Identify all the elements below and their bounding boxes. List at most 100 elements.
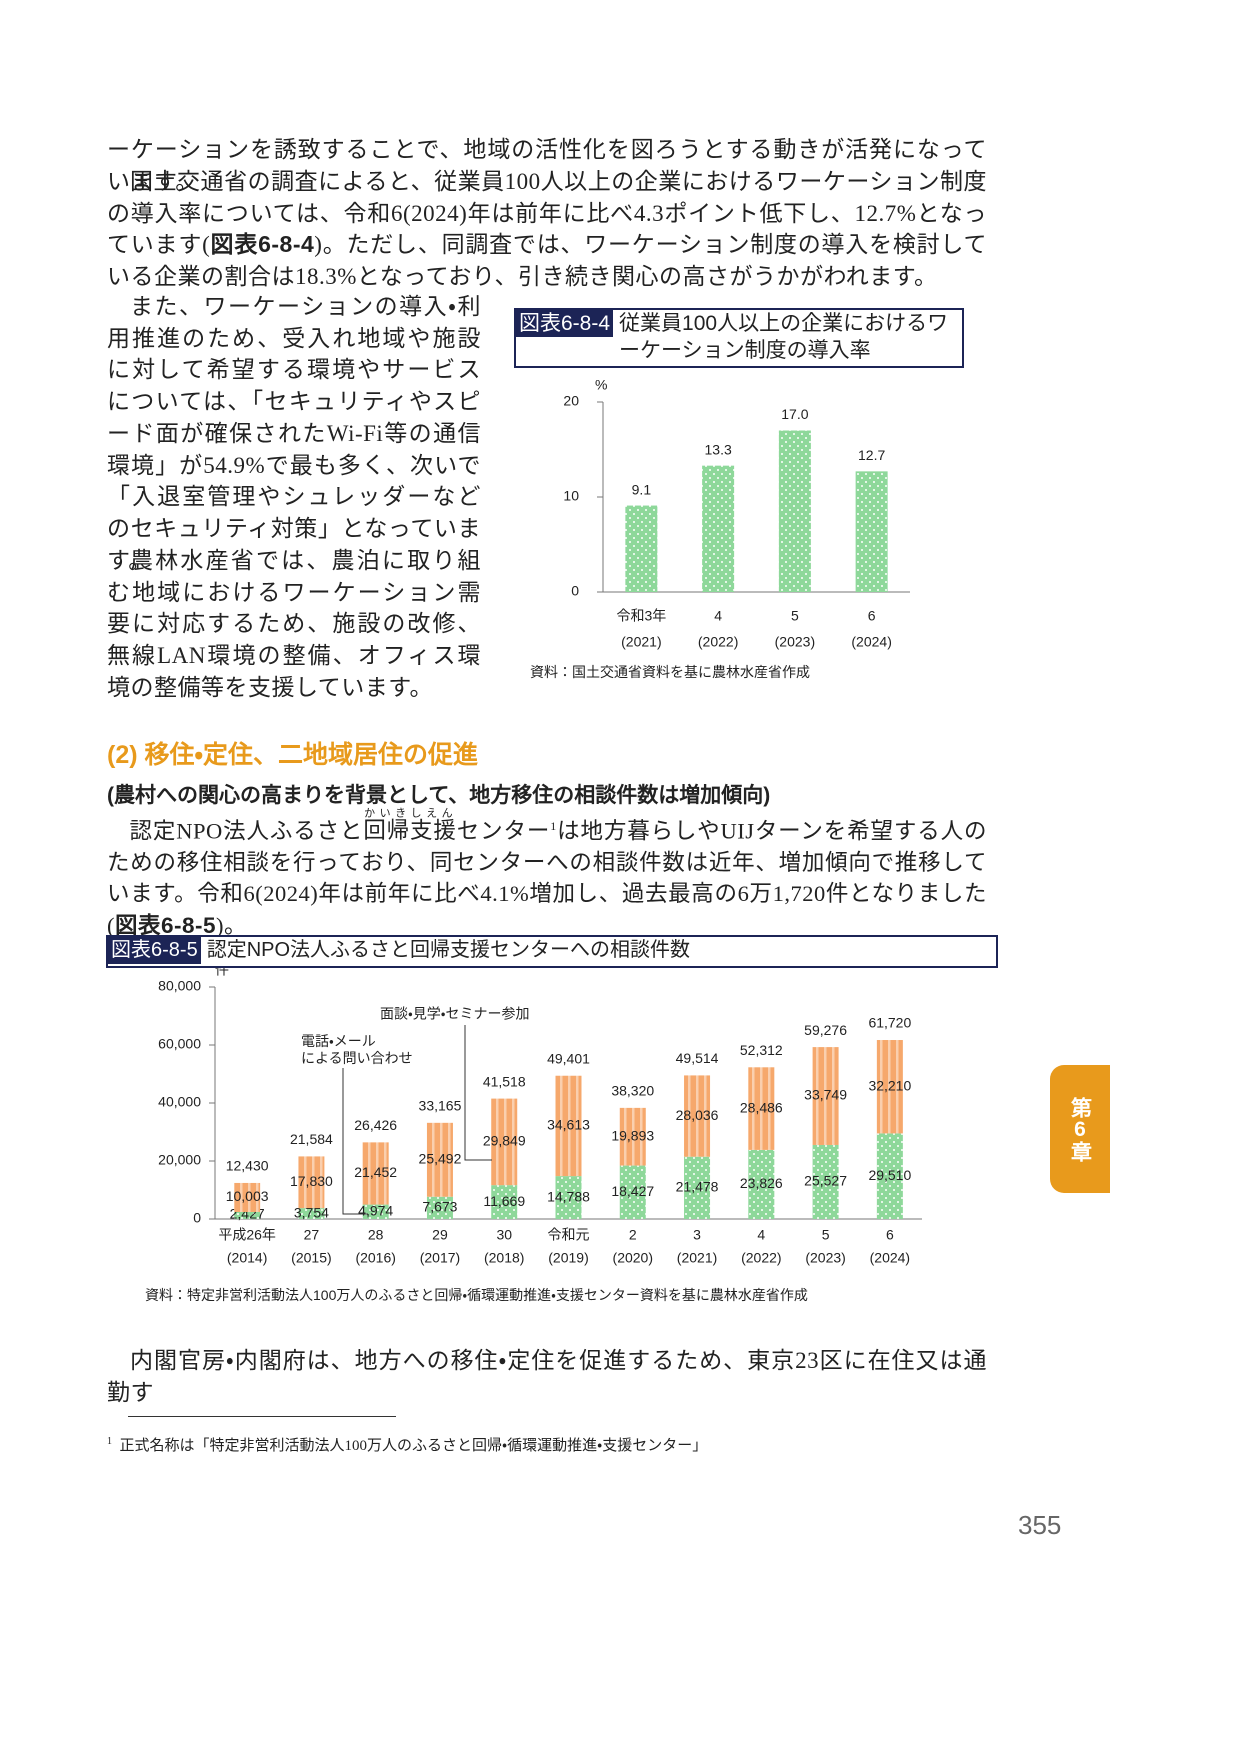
x-tick-label: 29	[432, 1227, 448, 1243]
value-label: 4,974	[358, 1202, 393, 1218]
x-tick-label: 6	[868, 608, 876, 624]
figure-ref: 図表6-8-4	[210, 231, 315, 258]
y-tick-label: 0	[571, 583, 579, 599]
y-tick-label: 20	[563, 393, 579, 409]
x-tick-sublabel: (2021)	[677, 1250, 717, 1266]
x-tick-sublabel: (2024)	[870, 1250, 910, 1266]
value-label: 9.1	[632, 481, 652, 497]
bar-segment	[491, 1185, 518, 1219]
value-label: 28,486	[740, 1099, 783, 1115]
paragraph: また、ワーケーションの導入・利用推進のため、受入れ地域や施設に対して希望する環境…	[107, 294, 481, 573]
bar-segment	[491, 1098, 518, 1186]
value-label: 13.3	[705, 441, 732, 457]
y-tick-label: 10	[563, 488, 579, 504]
bar-segment	[426, 1196, 453, 1219]
y-tick-label: 0	[193, 1210, 201, 1226]
chart-title-box: 図表6-8-4 従業員100人以上の企業におけるワーケーション制度の導入率	[514, 308, 964, 368]
bar-segment	[555, 1176, 582, 1219]
paragraph: 農林水産省では、農泊に取り組む地域におけるワーケーション需要に対応するため、施設…	[107, 548, 481, 700]
y-tick-label: 80,000	[158, 978, 201, 994]
value-label: 21,452	[354, 1164, 397, 1180]
ruby-text: かいきしえん	[363, 807, 457, 819]
bar-segment	[684, 1075, 711, 1157]
total-label: 59,276	[804, 1022, 847, 1038]
value-label: 19,893	[611, 1127, 654, 1143]
bar-segment	[684, 1156, 711, 1219]
text: 回帰支援	[363, 818, 457, 843]
chart-title-box: 図表6-8-5 認定NPO法人ふるさと回帰支援センターへの相談件数	[106, 935, 998, 968]
bar-segment	[234, 1182, 261, 1212]
text: センター	[456, 818, 551, 843]
bar	[855, 471, 888, 592]
text: 認定NPO法人ふるさと	[129, 818, 364, 843]
value-label: 11,669	[483, 1193, 525, 1209]
x-tick-label: 4	[714, 608, 722, 624]
chart-title: 認定NPO法人ふるさと回帰支援センターへの相談件数	[206, 939, 691, 961]
x-tick-label: 3	[693, 1227, 701, 1243]
x-tick-sublabel: (2022)	[741, 1250, 781, 1266]
x-tick-label: 4	[757, 1227, 765, 1243]
value-label: 25,527	[804, 1173, 847, 1189]
x-tick-sublabel: (2023)	[775, 634, 815, 650]
bar-segment	[748, 1149, 775, 1219]
series-callout: 電話・メールによる問い合わせ	[301, 1033, 413, 1066]
bar	[702, 465, 735, 592]
y-unit: %	[595, 377, 607, 393]
x-tick-label: 5	[791, 608, 799, 624]
figure-ref: 図表6-8-5	[115, 913, 217, 939]
bar-segment	[362, 1142, 389, 1205]
callout-leader	[342, 1068, 368, 1215]
footnote-rule	[128, 1416, 396, 1417]
bar-segment	[298, 1156, 325, 1209]
text: 国土交通省の調査によると、従業員100人以上の企業におけるワーケーション制度の導…	[107, 169, 987, 258]
bar-segment	[555, 1075, 582, 1177]
x-tick-label: 6	[886, 1227, 894, 1243]
series-callout: 面談・見学・セミナー参加	[380, 1006, 530, 1022]
value-label: 3,754	[294, 1204, 329, 1220]
value-label: 34,613	[547, 1117, 590, 1133]
value-label: 29,849	[483, 1133, 526, 1149]
x-tick-sublabel: (2022)	[698, 634, 738, 650]
x-tick-label: 27	[304, 1227, 320, 1243]
bar-segment	[234, 1211, 261, 1219]
callout-line: 電話・メール	[301, 1033, 376, 1049]
side-tab-text: 第6章	[1068, 1096, 1092, 1162]
source: 資料：特定非営利活動法人100万人のふるさと回帰・循環運動推進・支援センター資料…	[145, 1287, 808, 1303]
bar-segment	[619, 1165, 646, 1219]
x-tick-sublabel: (2021)	[621, 634, 661, 650]
footnote-text: 正式名称は「特定非営利活動法人100万人のふるさと回帰・循環運動推進・支援センタ…	[119, 1438, 708, 1454]
value-label: 21,478	[676, 1179, 719, 1195]
paragraph: 内閣官房・内閣府は、地方への移住・定住を促進するため、東京23区に在住又は通勤す	[107, 1348, 987, 1405]
paragraph: 国土交通省の調査によると、従業員100人以上の企業におけるワーケーション制度の導…	[107, 166, 987, 293]
value-label: 32,210	[868, 1077, 911, 1093]
subheading: (農村への関心の高まりを背景として、地方移住の相談件数は増加傾向)	[107, 784, 771, 807]
bar-segment	[876, 1133, 903, 1219]
source: 資料：国土交通省資料を基に農林水産省作成	[530, 664, 810, 680]
value-label: 33,749	[804, 1087, 847, 1103]
value-label: 29,510	[868, 1167, 911, 1183]
value-label: 7,673	[422, 1199, 457, 1215]
text: )。	[216, 913, 248, 939]
value-label: 28,036	[676, 1107, 719, 1123]
x-tick-label: 30	[496, 1227, 512, 1243]
value-label: 25,492	[419, 1150, 462, 1166]
total-label: 49,514	[676, 1050, 719, 1066]
footnote: 1 正式名称は「特定非営利活動法人100万人のふるさと回帰・循環運動推進・支援セ…	[107, 1434, 707, 1455]
x-tick-label: 令和3年	[616, 608, 666, 624]
x-tick-sublabel: (2017)	[420, 1250, 460, 1266]
x-tick-sublabel: (2023)	[805, 1250, 845, 1266]
x-tick-sublabel: (2014)	[227, 1250, 267, 1266]
callout-leader	[464, 1025, 492, 1161]
total-label: 12,430	[226, 1158, 269, 1174]
side-tab: 第6章	[1050, 1065, 1110, 1193]
chart-label: 図表6-8-5	[108, 937, 201, 964]
x-tick-sublabel: (2024)	[851, 634, 891, 650]
x-tick-sublabel: (2016)	[355, 1250, 395, 1266]
x-tick-label: 28	[368, 1227, 384, 1243]
bar-segment	[426, 1122, 453, 1197]
value-label: 17.0	[781, 406, 808, 422]
chart-label: 図表6-8-4	[516, 310, 614, 337]
bar-segment	[362, 1204, 389, 1219]
x-tick-label: 令和元	[548, 1227, 590, 1243]
